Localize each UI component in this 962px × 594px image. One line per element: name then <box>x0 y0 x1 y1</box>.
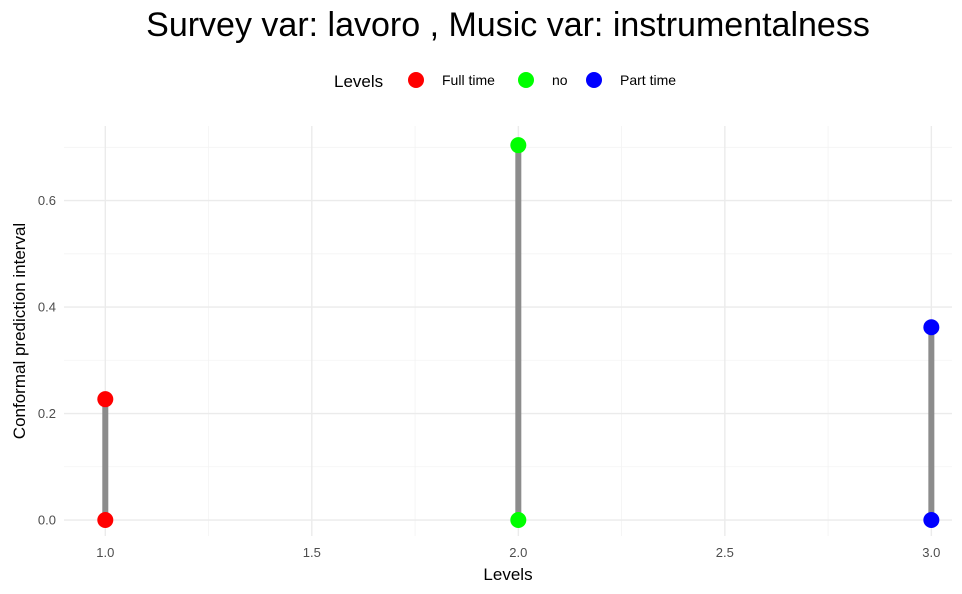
legend-key <box>586 72 602 88</box>
interval-segments <box>102 145 935 521</box>
y-tick-label: 0.6 <box>38 193 56 208</box>
plot-grid <box>64 126 952 536</box>
legend-key <box>408 72 424 88</box>
x-tick-label: 1.0 <box>96 545 114 560</box>
x-tick-label: 1.5 <box>303 545 321 560</box>
x-tick-label: 3.0 <box>922 545 940 560</box>
upper-bound-point <box>923 319 940 336</box>
y-axis-title: Conformal prediction interval <box>10 223 29 439</box>
legend-label: Part time <box>620 72 676 88</box>
upper-bound-point <box>97 391 114 408</box>
legend: Levels Full time no Part time <box>334 72 676 91</box>
lower-bound-point <box>923 512 940 529</box>
y-tick-label: 0.4 <box>38 300 56 315</box>
legend-key <box>518 72 534 88</box>
legend-label: no <box>552 72 568 88</box>
y-axis-ticks: 0.0 0.2 0.4 0.6 <box>38 193 56 527</box>
chart-title: Survey var: lavoro , Music var: instrume… <box>146 6 870 44</box>
x-axis-title: Levels <box>483 565 532 584</box>
x-tick-label: 2.5 <box>716 545 734 560</box>
upper-bound-point <box>510 137 527 154</box>
y-tick-label: 0.2 <box>38 406 56 421</box>
y-tick-label: 0.0 <box>38 513 56 528</box>
legend-title: Levels <box>334 72 383 91</box>
x-tick-label: 2.0 <box>509 545 527 560</box>
lower-bound-point <box>510 512 527 529</box>
interval-points <box>97 137 940 529</box>
lower-bound-point <box>97 512 114 529</box>
legend-label: Full time <box>442 72 495 88</box>
x-axis-ticks: 1.0 1.5 2.0 2.5 3.0 <box>96 545 940 560</box>
